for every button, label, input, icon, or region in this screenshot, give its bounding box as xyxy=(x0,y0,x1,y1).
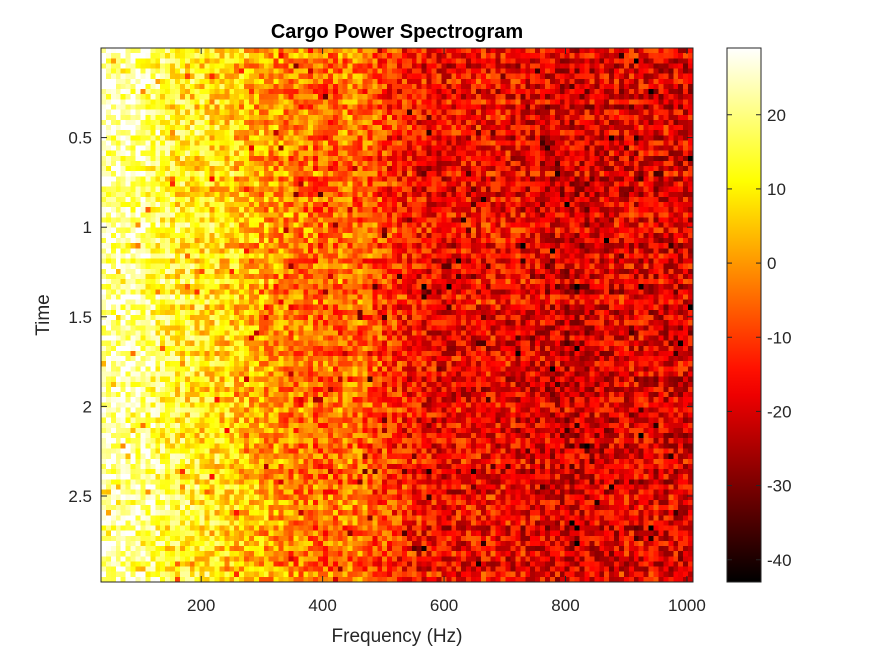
plot-area xyxy=(100,47,694,583)
plot-frame xyxy=(100,47,694,583)
x-axis: 200 400 600 800 1000 xyxy=(187,48,706,615)
spectrogram-heatmap xyxy=(101,48,693,582)
colorbar-tick-label: -40 xyxy=(767,551,792,570)
colorbar-tick-label: -30 xyxy=(767,477,792,496)
chart-title: Cargo Power Spectrogram xyxy=(271,21,523,43)
y-tick-label: 1 xyxy=(83,218,92,237)
colorbar-tick-label: -10 xyxy=(767,328,792,347)
x-tick-label: 800 xyxy=(551,596,579,615)
colorbar-gradient xyxy=(726,47,762,583)
colorbar-tick-label: 20 xyxy=(767,106,786,125)
y-axis-label: Time xyxy=(33,294,54,336)
y-tick-label: 2.5 xyxy=(68,487,92,506)
x-tick-label: 200 xyxy=(187,596,215,615)
colorbar: -40 -30 -20 -10 0 10 20 xyxy=(726,47,792,583)
x-axis-label: Frequency (Hz) xyxy=(332,626,463,647)
y-axis: 0.5 1 1.5 2 2.5 xyxy=(68,129,693,506)
x-tick-label: 600 xyxy=(430,596,458,615)
x-tick-label: 400 xyxy=(308,596,336,615)
x-tick-label: 1000 xyxy=(668,596,706,615)
colorbar-tick-label: -20 xyxy=(767,402,792,421)
y-tick-label: 2 xyxy=(83,397,92,416)
colorbar-tick-label: 10 xyxy=(767,180,786,199)
colorbar-tick-label: 0 xyxy=(767,254,776,273)
y-tick-label: 0.5 xyxy=(68,129,92,148)
y-tick-label: 1.5 xyxy=(68,308,92,327)
